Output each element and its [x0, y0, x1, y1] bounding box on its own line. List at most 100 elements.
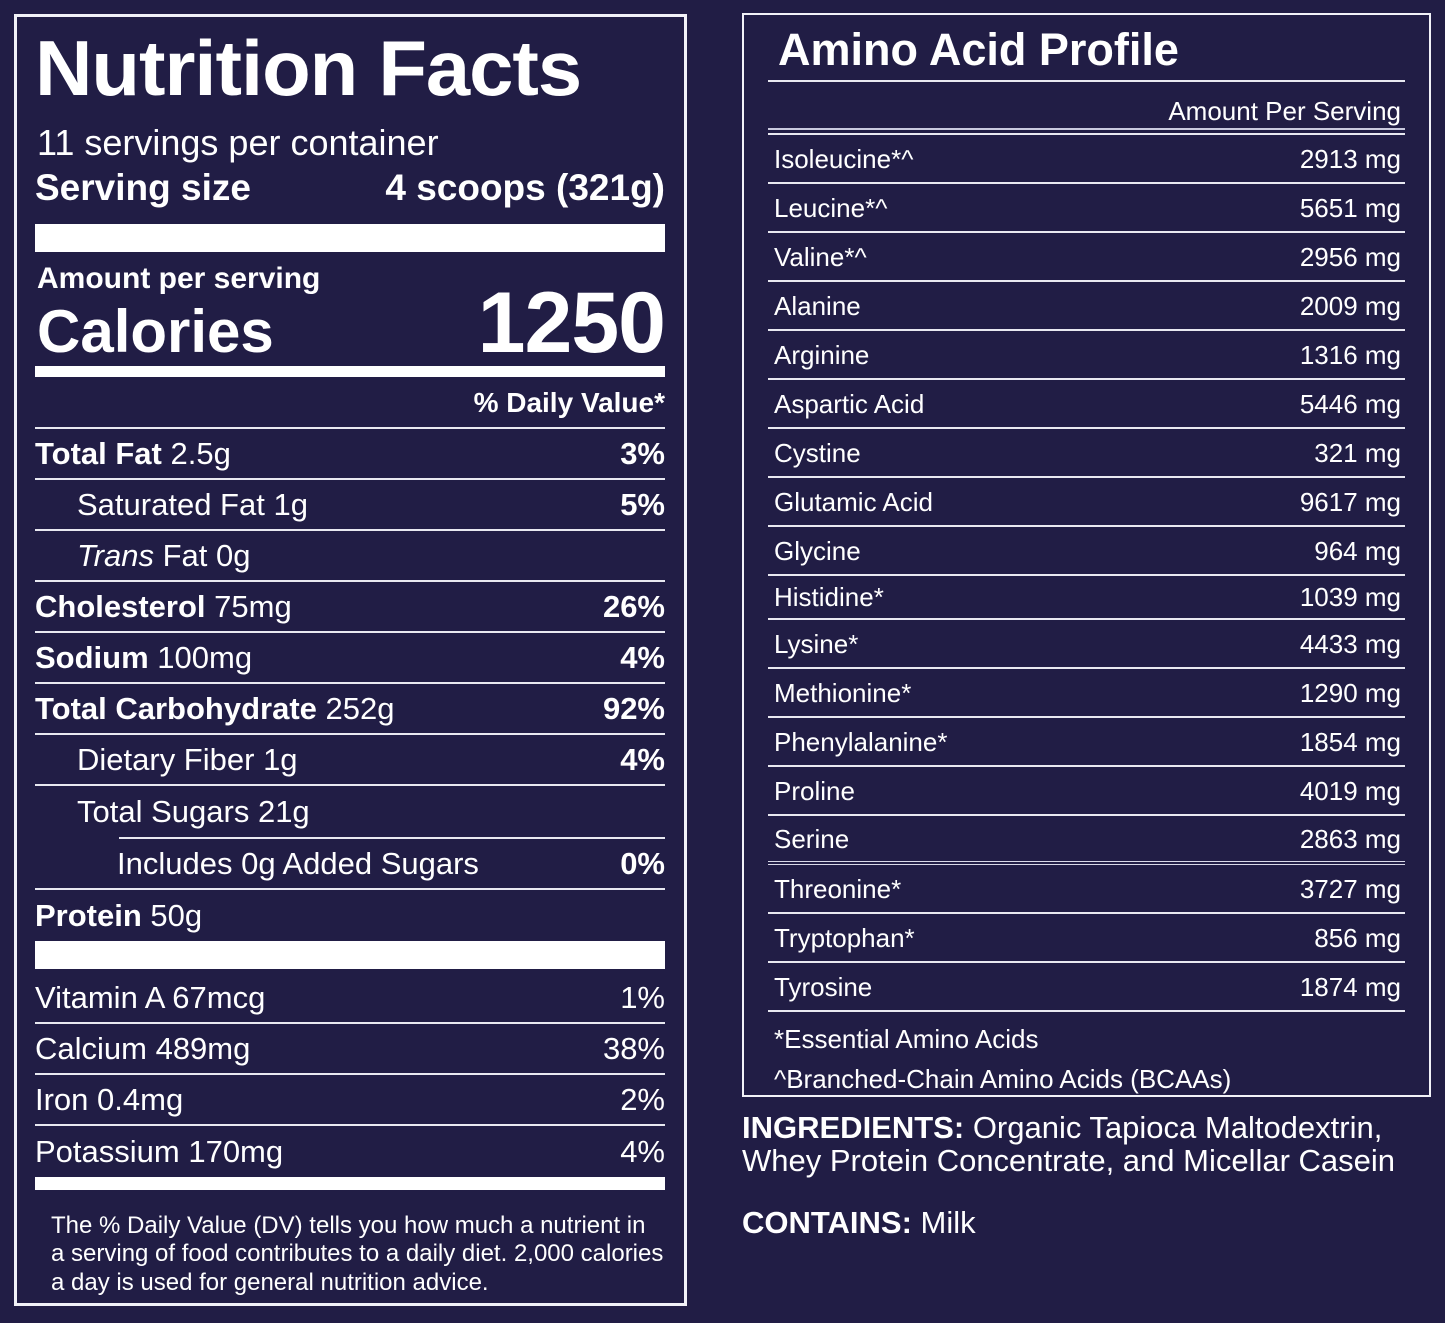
nutrient-row-added-sugars: Includes 0g Added Sugars 0%	[35, 839, 665, 890]
daily-value-disclaimer: The % Daily Value (DV) tells you how muc…	[51, 1212, 664, 1296]
nutrient-amount: 252g	[325, 691, 395, 726]
nutrient-row-protein: Protein 50g	[35, 890, 665, 941]
contains-label: CONTAINS:	[742, 1205, 912, 1240]
servings-per-container: 11 servings per container	[37, 122, 439, 163]
amino-amount: 4019 mg	[1299, 775, 1401, 806]
vitamin-row: Potassium 170mg 4%	[35, 1126, 665, 1177]
amino-name: Serine	[774, 823, 850, 854]
amino-amount: 856 mg	[1314, 922, 1401, 953]
nutrient-amount: 50g	[150, 898, 203, 933]
vitamin-name: Calcium 489mg	[35, 1031, 251, 1066]
vitamin-name: Vitamin A 67mcg	[35, 980, 266, 1015]
nutrient-name: Cholesterol	[35, 589, 206, 624]
amino-name: Tyrosine	[774, 971, 873, 1002]
amino-row: Methionine* 1290 mg	[768, 669, 1405, 718]
amino-amount: 2863 mg	[1299, 823, 1401, 854]
amino-name: Proline	[774, 775, 855, 806]
amino-name: Lysine*	[774, 628, 859, 659]
vitamin-name: Potassium 170mg	[35, 1134, 284, 1169]
amino-name: Glycine	[774, 535, 861, 566]
amino-name: Tryptophan*	[774, 922, 915, 953]
nutrient-name: Total Fat	[35, 436, 162, 471]
ingredients-label: INGREDIENTS:	[742, 1110, 965, 1145]
nutrient-amount: 21g	[257, 794, 310, 829]
amino-amount: 2913 mg	[1299, 143, 1401, 174]
amino-row: Serine 2863 mg	[768, 816, 1405, 865]
vitamin-dv: 4%	[620, 1134, 665, 1169]
ingredients-statement: INGREDIENTS: Organic Tapioca Maltodextri…	[742, 1110, 1432, 1178]
nutrient-dv: 92%	[602, 691, 665, 726]
amino-name: Alanine	[774, 290, 861, 321]
amino-name: Methionine*	[774, 677, 912, 708]
amino-amount: 1874 mg	[1299, 971, 1401, 1002]
thick-divider	[35, 224, 665, 252]
amino-amount: 2009 mg	[1299, 290, 1401, 321]
nutrient-row-total-carbohydrate: Total Carbohydrate 252g 92%	[35, 684, 665, 735]
vitamins-section: Vitamin A 67mcg 1% Calcium 489mg 38% Iro…	[35, 973, 665, 1177]
amino-name: Histidine*	[774, 582, 884, 612]
amino-amount: 4433 mg	[1299, 628, 1401, 659]
nutrient-amount: 1g	[263, 742, 298, 777]
nutrient-row-sodium: Sodium 100mg 4%	[35, 633, 665, 684]
nutrient-row-dietary-fiber: Dietary Fiber 1g 4%	[35, 735, 665, 786]
nutrient-dv: 26%	[602, 589, 665, 624]
thick-divider	[35, 941, 665, 969]
amino-row: Isoleucine*^ 2913 mg	[768, 135, 1405, 184]
nutrient-name: Total Carbohydrate	[35, 691, 317, 726]
nutrient-row-cholesterol: Cholesterol 75mg 26%	[35, 582, 665, 633]
amino-row: Proline 4019 mg	[768, 767, 1405, 816]
amino-row: Phenylalanine* 1854 mg	[768, 718, 1405, 767]
amino-row: Aspartic Acid 5446 mg	[768, 380, 1405, 429]
essential-footnote: *Essential Amino Acids	[774, 1024, 1039, 1054]
amino-row: Histidine* 1039 mg	[768, 576, 1405, 620]
amino-amount: 964 mg	[1314, 535, 1401, 566]
amount-per-serving-header: Amount Per Serving	[768, 82, 1405, 130]
nutrient-dv: 4%	[620, 640, 665, 675]
amino-acid-title: Amino Acid Profile	[768, 15, 1405, 82]
amino-row: Valine*^ 2956 mg	[768, 233, 1405, 282]
medium-divider	[35, 366, 665, 377]
amino-acid-panel: Amino Acid Profile Amount Per Serving Is…	[742, 13, 1431, 1097]
vitamin-dv: 2%	[620, 1082, 665, 1117]
amino-row: Leucine*^ 5651 mg	[768, 184, 1405, 233]
vitamin-row: Vitamin A 67mcg 1%	[35, 973, 665, 1024]
vitamin-row: Calcium 489mg 38%	[35, 1024, 665, 1075]
nutrient-name: Includes 0g Added Sugars	[117, 846, 479, 881]
nutrient-name: Protein	[35, 898, 142, 933]
nutrient-amount: 2.5g	[170, 436, 231, 471]
amino-name: Glutamic Acid	[774, 486, 933, 517]
amino-amount: 2956 mg	[1299, 241, 1401, 272]
amino-amount: 3727 mg	[1299, 873, 1401, 904]
vitamin-dv: 1%	[620, 980, 665, 1015]
amino-name: Leucine*^	[774, 192, 888, 223]
amino-row: Tryptophan* 856 mg	[768, 914, 1405, 963]
vitamin-row: Iron 0.4mg 2%	[35, 1075, 665, 1126]
serving-size: Serving size 4 scoops (321g)	[35, 169, 665, 206]
nutrient-dv: 5%	[620, 487, 665, 522]
vitamin-name: Iron 0.4mg	[35, 1082, 184, 1117]
nutrition-facts-title: Nutrition Facts	[35, 24, 582, 112]
daily-value-header: % Daily Value*	[35, 377, 665, 429]
amino-row: Arginine 1316 mg	[768, 331, 1405, 380]
nutrient-amount: 0g	[216, 538, 251, 573]
nutrient-amount: 1g	[273, 487, 308, 522]
calories-label: Calories	[37, 298, 274, 365]
amino-amount: 321 mg	[1314, 437, 1401, 468]
amino-row: Threonine* 3727 mg	[768, 865, 1405, 914]
calories-row: Calories 1250	[35, 280, 666, 366]
amino-row: Alanine 2009 mg	[768, 282, 1405, 331]
nutrient-name: Total Sugars	[77, 794, 250, 829]
header-divider	[768, 130, 1405, 135]
nutrient-row-saturated-fat: Saturated Fat 1g 5%	[35, 480, 665, 531]
amino-row: Tyrosine 1874 mg	[768, 963, 1405, 1012]
nutrient-dv: 4%	[620, 742, 665, 777]
contains-text: Milk	[920, 1205, 976, 1240]
nutrient-name: Trans	[77, 538, 154, 573]
amino-amount: 1039 mg	[1299, 582, 1401, 612]
nutrient-name: Sodium	[35, 640, 149, 675]
amino-name: Threonine*	[774, 873, 902, 904]
ingredients-text: Organic Tapioca Maltodextrin, Whey Prote…	[742, 1110, 1396, 1178]
nutrient-amount: 100mg	[157, 640, 253, 675]
nutrient-name: Saturated Fat	[77, 487, 265, 522]
amino-amount: 1854 mg	[1299, 726, 1401, 757]
